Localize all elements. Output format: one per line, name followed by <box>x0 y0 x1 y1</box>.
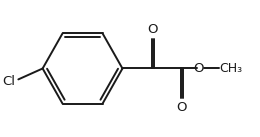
Text: O: O <box>147 23 158 36</box>
Text: CH₃: CH₃ <box>220 62 243 75</box>
Text: O: O <box>193 62 204 75</box>
Text: Cl: Cl <box>2 75 15 88</box>
Text: O: O <box>177 101 187 114</box>
